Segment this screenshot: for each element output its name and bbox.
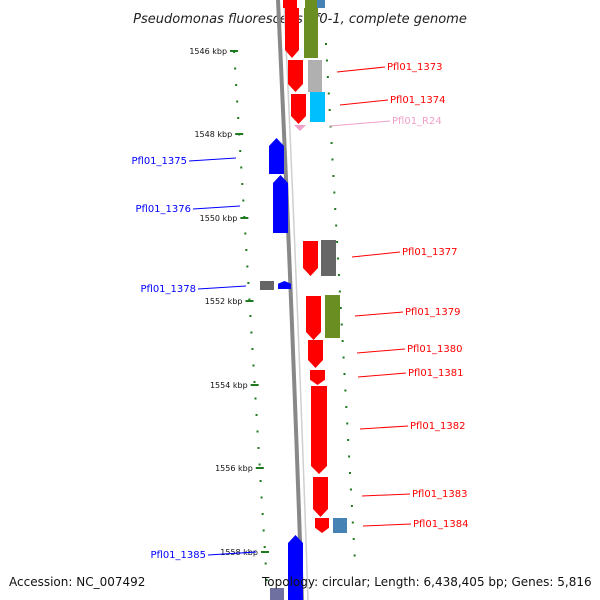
gene-arrow [315, 518, 329, 533]
gene-leader-line [361, 493, 411, 497]
gene-label: Pfl01_1382 [410, 421, 466, 432]
tick-label: 1546 kbp [189, 47, 227, 56]
gene-block [304, 8, 318, 58]
gene-block [333, 518, 347, 533]
accession-text: Accession: NC_007492 [9, 575, 146, 589]
gene-label: Pfl01_1381 [408, 368, 464, 379]
gene-arrow [288, 60, 303, 92]
gene-arrow [313, 477, 328, 517]
gene-arrow [306, 296, 321, 340]
gene-label: Pfl01_1383 [412, 489, 468, 500]
tick-label: 1552 kbp [205, 297, 243, 306]
gene-label: Pfl01_1380 [407, 344, 463, 355]
gene-label: Pfl01_1378 [140, 284, 196, 295]
gene-block [325, 295, 340, 338]
gene-block [305, 0, 317, 8]
gene-leader-line [197, 285, 247, 290]
gene-label: Pfl01_R24 [392, 116, 442, 127]
gene-block [317, 0, 325, 8]
gene-arrow [310, 370, 325, 385]
gene-leader-line [339, 99, 389, 106]
gene-labels: Pfl01_1373 Pfl01_1374 Pfl01_R24 Pfl01_1375 P… [131, 62, 468, 561]
gene-label: Pfl01_1375 [131, 156, 187, 167]
gene-leader-line [329, 120, 391, 127]
tick-ring: 1546 kbp 1548 kbp 1550 kbp 1552 kbp 1554 kbp… [189, 43, 356, 581]
tick-label: 1554 kbp [210, 381, 248, 390]
backbone-line [276, 0, 304, 600]
gene-arrow [288, 535, 303, 600]
gene-arrow [269, 138, 284, 174]
gene-leader-line [362, 523, 412, 527]
topology-text: Topology: circular; Length: 6,438,405 bp… [262, 575, 592, 589]
gene-block [260, 281, 274, 290]
gene-leader-line [354, 311, 404, 317]
gene-block [308, 60, 322, 92]
gene-arrow [303, 241, 318, 276]
gene-arrow [291, 94, 306, 124]
gene-label: Pfl01_1376 [135, 204, 191, 215]
gene-leader-line [188, 157, 237, 162]
gene-block [310, 92, 325, 122]
gene-block [321, 240, 336, 276]
genome-backbone [276, 0, 309, 600]
gene-leader-line [356, 348, 406, 354]
tick-label: 1550 kbp [200, 214, 238, 223]
gene-arrow [273, 175, 288, 233]
gene-leader-line [336, 66, 386, 73]
gene-leader-line [207, 551, 257, 556]
gene-label: Pfl01_1377 [402, 247, 458, 258]
gene-label: Pfl01_1385 [150, 550, 206, 561]
gene-arrow [308, 340, 323, 368]
gene-arrow [311, 386, 327, 474]
gene-leader-line [351, 251, 401, 258]
feature-track [260, 0, 347, 600]
gene-arrow [278, 281, 291, 289]
gene-label: Pfl01_1374 [390, 95, 446, 106]
gene-arrow [283, 0, 297, 8]
backbone-edge [283, 0, 309, 600]
gene-label: Pfl01_1373 [387, 62, 443, 73]
gene-leader-line [192, 205, 241, 210]
gene-arrow [285, 8, 299, 58]
gene-leader-line [357, 372, 407, 378]
gene-block [270, 588, 284, 600]
gene-arrow-rna [294, 125, 306, 131]
tick-label: 1556 kbp [215, 464, 253, 473]
tick-label: 1558 kbp [220, 548, 258, 557]
gene-label: Pfl01_1379 [405, 307, 461, 318]
map-title: Pseudomonas fluorescens Pf0-1, complete … [133, 12, 467, 27]
tick-label: 1548 kbp [194, 130, 232, 139]
gene-label: Pfl01_1384 [413, 519, 469, 530]
gene-leader-line [359, 425, 409, 430]
